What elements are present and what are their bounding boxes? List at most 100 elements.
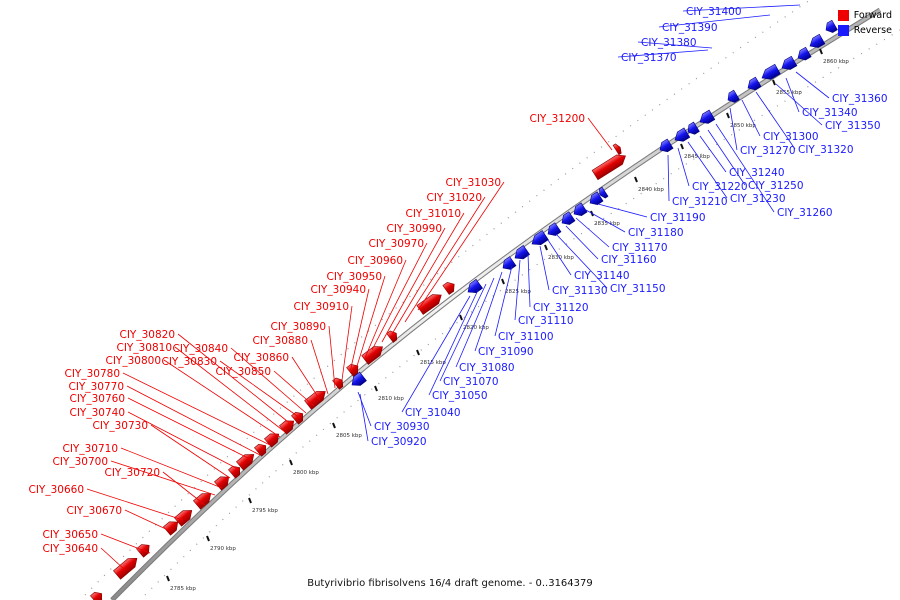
gene-label[interactable]: CIY_30780 bbox=[65, 368, 121, 380]
gene-label[interactable]: CIY_31400 bbox=[686, 6, 742, 18]
gene-label[interactable]: CIY_30720 bbox=[105, 467, 161, 479]
forward-gene[interactable] bbox=[361, 342, 386, 365]
reverse-gene[interactable] bbox=[795, 46, 812, 63]
gene-label[interactable]: CIY_30760 bbox=[70, 393, 126, 405]
gene-label[interactable]: CIY_31050 bbox=[432, 390, 488, 402]
gene-label[interactable]: CIY_31010 bbox=[406, 208, 462, 220]
reverse-gene[interactable] bbox=[597, 186, 609, 199]
reverse-gene[interactable] bbox=[685, 121, 700, 137]
forward-gene[interactable] bbox=[591, 151, 628, 181]
gene-label[interactable]: CIY_31020 bbox=[427, 192, 483, 204]
gene-label[interactable]: CIY_31220 bbox=[692, 181, 748, 193]
forward-gene[interactable] bbox=[346, 362, 362, 377]
gene-label[interactable]: CIY_31270 bbox=[740, 145, 796, 157]
gene-label[interactable]: CIY_30890 bbox=[271, 321, 327, 333]
forward-gene[interactable] bbox=[163, 518, 181, 536]
gene-label[interactable]: CIY_31190 bbox=[650, 212, 706, 224]
gene-label[interactable]: CIY_31370 bbox=[621, 52, 677, 64]
reverse-gene[interactable] bbox=[559, 211, 576, 228]
gene-label[interactable]: CIY_31350 bbox=[825, 120, 881, 132]
gene-label[interactable]: CIY_30830 bbox=[162, 356, 218, 368]
gene-label[interactable]: CIY_31300 bbox=[763, 131, 819, 143]
gene-label[interactable]: CIY_30670 bbox=[67, 505, 123, 517]
gene-label[interactable]: CIY_31240 bbox=[729, 167, 785, 179]
gene-label[interactable]: CIY_31110 bbox=[518, 315, 574, 327]
gene-label[interactable]: CIY_30930 bbox=[374, 421, 430, 433]
gene-label[interactable]: CIY_31100 bbox=[498, 331, 554, 343]
gene-label[interactable]: CIY_30800 bbox=[106, 355, 162, 367]
forward-gene[interactable] bbox=[612, 143, 623, 156]
gene-label[interactable]: CIY_30920 bbox=[371, 436, 427, 448]
gene-label[interactable]: CIY_30940 bbox=[311, 284, 367, 296]
gene-label[interactable]: CIY_31080 bbox=[459, 362, 515, 374]
gene-label[interactable]: CIY_30660 bbox=[29, 484, 85, 496]
reverse-gene[interactable] bbox=[779, 55, 798, 73]
forward-gene[interactable] bbox=[214, 473, 232, 491]
gene-label[interactable]: CIY_30860 bbox=[234, 352, 290, 364]
gene-label[interactable]: CIY_30950 bbox=[327, 271, 383, 283]
reverse-gene[interactable] bbox=[465, 278, 483, 296]
gene-label[interactable]: CIY_30700 bbox=[53, 456, 109, 468]
reverse-gene[interactable] bbox=[349, 371, 367, 389]
reverse-gene[interactable] bbox=[571, 202, 588, 219]
reverse-gene[interactable] bbox=[672, 127, 691, 145]
gene-label[interactable]: CIY_31030 bbox=[446, 177, 502, 189]
reverse-gene[interactable] bbox=[725, 89, 740, 105]
reverse-gene[interactable] bbox=[657, 138, 674, 155]
gene-label[interactable]: CIY_31340 bbox=[802, 107, 858, 119]
forward-gene[interactable] bbox=[228, 463, 243, 479]
forward-gene[interactable] bbox=[442, 280, 458, 295]
gene-label[interactable]: CIY_31320 bbox=[798, 144, 854, 156]
gene-label[interactable]: CIY_31180 bbox=[628, 227, 684, 239]
forward-gene[interactable] bbox=[113, 554, 140, 580]
gene-label[interactable]: CIY_30650 bbox=[43, 529, 99, 541]
gene-label[interactable]: CIY_31140 bbox=[574, 270, 630, 282]
gene-label[interactable]: CIY_31380 bbox=[641, 37, 697, 49]
gene-label[interactable]: CIY_31210 bbox=[672, 196, 728, 208]
reverse-gene[interactable] bbox=[807, 33, 826, 51]
reverse-gene[interactable] bbox=[587, 191, 604, 208]
reverse-gene[interactable] bbox=[529, 230, 549, 248]
gene-label[interactable]: CIY_30730 bbox=[93, 420, 149, 432]
gene-label[interactable]: CIY_31120 bbox=[533, 302, 589, 314]
forward-gene[interactable] bbox=[416, 291, 445, 315]
reverse-gene[interactable] bbox=[512, 245, 531, 262]
reverse-gene[interactable] bbox=[823, 19, 838, 35]
gene-label[interactable]: CIY_31130 bbox=[552, 285, 608, 297]
gene-label[interactable]: CIY_31360 bbox=[832, 93, 888, 105]
gene-label[interactable]: CIY_30850 bbox=[216, 366, 272, 378]
gene-label[interactable]: CIY_31260 bbox=[777, 207, 833, 219]
reverse-gene[interactable] bbox=[759, 63, 781, 83]
forward-gene[interactable] bbox=[136, 541, 152, 558]
forward-gene[interactable] bbox=[332, 376, 346, 390]
forward-gene[interactable] bbox=[174, 506, 195, 527]
gene-label[interactable]: CIY_31150 bbox=[610, 283, 666, 295]
forward-gene[interactable] bbox=[264, 430, 282, 448]
reverse-gene[interactable] bbox=[545, 222, 562, 239]
gene-label[interactable]: CIY_30820 bbox=[120, 329, 176, 341]
reverse-gene[interactable] bbox=[697, 109, 716, 127]
forward-gene[interactable] bbox=[254, 441, 269, 457]
gene-label[interactable]: CIY_30910 bbox=[294, 301, 350, 313]
forward-gene[interactable] bbox=[279, 417, 297, 435]
forward-gene[interactable] bbox=[90, 589, 105, 600]
gene-label[interactable]: CIY_30960 bbox=[348, 255, 404, 267]
gene-label[interactable]: CIY_30810 bbox=[117, 342, 173, 354]
gene-label[interactable]: CIY_30990 bbox=[387, 223, 443, 235]
gene-label[interactable]: CIY_30710 bbox=[63, 443, 119, 455]
gene-label[interactable]: CIY_30770 bbox=[69, 381, 125, 393]
gene-label[interactable]: CIY_30970 bbox=[369, 238, 425, 250]
gene-label[interactable]: CIY_30640 bbox=[43, 543, 99, 555]
gene-label[interactable]: CIY_31170 bbox=[612, 242, 668, 254]
forward-gene[interactable] bbox=[304, 387, 329, 410]
gene-label[interactable]: CIY_30880 bbox=[253, 335, 309, 347]
reverse-gene[interactable] bbox=[500, 256, 517, 273]
gene-label[interactable]: CIY_31390 bbox=[662, 22, 718, 34]
forward-gene[interactable] bbox=[386, 329, 400, 343]
forward-gene[interactable] bbox=[291, 409, 306, 425]
gene-label[interactable]: CIY_31230 bbox=[730, 193, 786, 205]
gene-label[interactable]: CIY_30840 bbox=[173, 343, 229, 355]
gene-label[interactable]: CIY_31250 bbox=[748, 180, 804, 192]
gene-label[interactable]: CIY_31160 bbox=[601, 254, 657, 266]
reverse-gene[interactable] bbox=[745, 76, 762, 93]
